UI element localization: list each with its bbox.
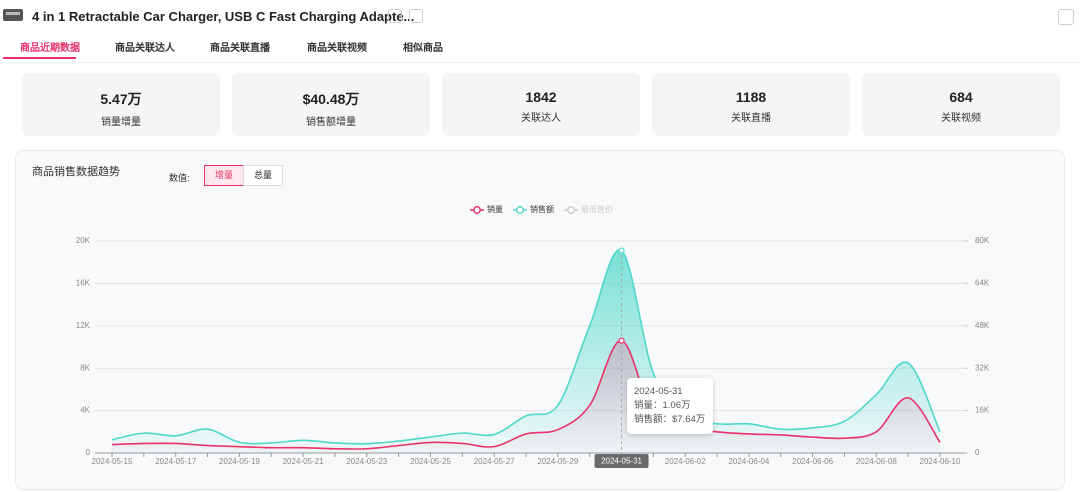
- y2-tick-label: 0: [975, 448, 980, 457]
- y2-tick-label: 64K: [975, 279, 990, 288]
- favorite-button[interactable]: [1058, 9, 1074, 25]
- y-tick-label: 8K: [80, 363, 90, 372]
- legend-item: 销量: [470, 204, 503, 214]
- tab-underline: [3, 57, 76, 59]
- stat-label: 关联直播: [731, 113, 771, 124]
- area: [112, 249, 940, 453]
- x-tick-label: 2024-06-04: [728, 457, 769, 466]
- y-tick-label: 4K: [80, 406, 90, 415]
- y-tick-label: 0: [86, 448, 91, 457]
- copy-button[interactable]: [388, 9, 402, 23]
- mode-label: 数值:: [169, 173, 190, 183]
- stat-value: 5.47万: [100, 91, 142, 107]
- product-thumb: [3, 9, 23, 21]
- translate-button[interactable]: [409, 9, 423, 23]
- x-tick-label: 2024-05-31: [601, 457, 642, 466]
- y-tick-label: 16K: [76, 279, 91, 288]
- mode-button[interactable]: 总量: [243, 165, 283, 186]
- x-tick-label: 2024-05-25: [410, 457, 451, 466]
- tab[interactable]: 相似商品: [403, 43, 443, 54]
- stat-value: 684: [949, 89, 973, 105]
- y2-tick-label: 32K: [975, 363, 990, 372]
- stat-label: 关联达人: [521, 113, 561, 124]
- x-tick-label: 2024-06-10: [920, 457, 961, 466]
- x-tick-label: 2024-05-15: [92, 457, 133, 466]
- stat-card: 1842 关联达人: [442, 73, 640, 136]
- x-tick-label: 2024-06-02: [665, 457, 706, 466]
- y2-tick-label: 80K: [975, 236, 990, 245]
- stat-value: $40.48万: [302, 91, 360, 107]
- stat-value: 1188: [735, 89, 767, 105]
- tooltip-date: 2024-05-31: [634, 386, 683, 397]
- tab[interactable]: 商品关联直播: [210, 43, 270, 54]
- active-point: [618, 337, 625, 344]
- x-tick-label: 2024-05-29: [537, 457, 578, 466]
- panel-title: 商品销售数据趋势: [32, 166, 120, 178]
- x-label-highlight: [594, 454, 649, 468]
- legend-label: 最低售价: [581, 204, 613, 214]
- stat-card: 684 关联视频: [862, 73, 1060, 136]
- tooltip-line: 销量：1.06万: [634, 400, 691, 411]
- x-tick-label: 2024-05-23: [346, 457, 387, 466]
- legend-symbol: [473, 206, 481, 214]
- stat-label: 销售额增量: [306, 117, 356, 128]
- tooltip-line: 销售额：$7.64万: [634, 414, 706, 425]
- stat-label: 销量增量: [101, 117, 141, 128]
- tab[interactable]: 商品关联视频: [307, 43, 367, 54]
- x-tick-label: 2024-06-08: [856, 457, 897, 466]
- legend-label: 销售额: [530, 204, 554, 214]
- legend-symbol: [567, 206, 575, 214]
- active-point: [618, 247, 625, 254]
- x-tick-label: 2024-05-17: [155, 457, 196, 466]
- x-tick-label: 2024-05-21: [283, 457, 324, 466]
- y-tick-label: 12K: [76, 321, 91, 330]
- legend-label: 销量: [487, 204, 503, 214]
- divider: [0, 62, 1080, 63]
- y2-tick-label: 16K: [975, 406, 990, 415]
- stat-label: 关联视频: [941, 113, 981, 124]
- x-tick-label: 2024-06-06: [792, 457, 833, 466]
- tab[interactable]: 商品关联达人: [115, 43, 175, 54]
- tooltip: 2024-05-31 销量：1.06万 销售额：$7.64万: [627, 378, 713, 434]
- y-tick-label: 20K: [76, 236, 91, 245]
- tab[interactable]: 商品近期数据: [20, 43, 80, 54]
- stat-card: 5.47万销量增量: [22, 73, 220, 136]
- stat-card: $40.48万销售额增量: [232, 73, 430, 136]
- y2-tick-label: 48K: [975, 321, 990, 330]
- stat-value: 1842: [525, 89, 557, 105]
- x-tick-label: 2024-05-27: [474, 457, 515, 466]
- product-title: 4 in 1 Retractable Car Charger, USB C Fa…: [32, 9, 415, 24]
- x-tick-label: 2024-05-19: [219, 457, 260, 466]
- legend-symbol: [516, 206, 524, 214]
- area: [112, 340, 940, 453]
- series-line: [111, 249, 941, 445]
- stat-card: 1188 关联直播: [652, 73, 850, 136]
- legend-item: 销售额: [513, 204, 554, 214]
- series-line: [111, 339, 941, 450]
